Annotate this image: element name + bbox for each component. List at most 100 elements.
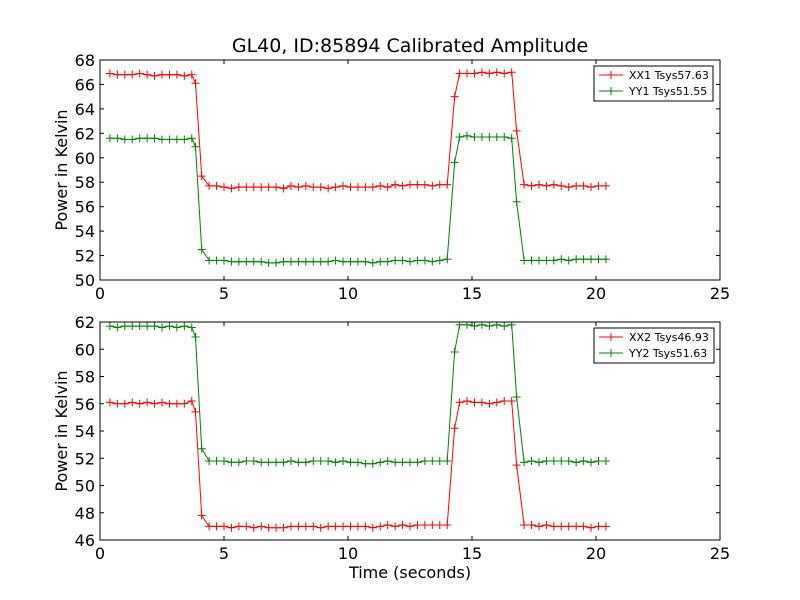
data-point bbox=[212, 456, 221, 465]
data-point bbox=[158, 398, 166, 407]
data-point bbox=[105, 69, 114, 78]
data-point bbox=[242, 183, 251, 192]
legend-marker bbox=[607, 333, 615, 341]
data-point bbox=[485, 133, 494, 141]
data-point bbox=[286, 181, 295, 190]
data-point bbox=[279, 257, 288, 266]
data-point bbox=[587, 458, 596, 467]
data-point bbox=[172, 135, 181, 144]
data-point bbox=[205, 181, 214, 190]
data-point bbox=[187, 323, 196, 332]
data-point bbox=[234, 183, 243, 192]
x-tick-label: 5 bbox=[219, 284, 229, 303]
data-point bbox=[512, 197, 521, 206]
data-point bbox=[413, 256, 422, 265]
data-point bbox=[128, 322, 137, 331]
data-point bbox=[143, 70, 152, 79]
data-point bbox=[120, 322, 129, 331]
data-point bbox=[165, 70, 174, 79]
data-point bbox=[572, 522, 581, 531]
data-point bbox=[492, 398, 501, 407]
data-point bbox=[191, 142, 200, 151]
data-point bbox=[450, 424, 459, 433]
data-point bbox=[227, 184, 236, 193]
data-point bbox=[257, 257, 266, 266]
data-point bbox=[150, 71, 159, 80]
data-point bbox=[331, 256, 340, 265]
legend-label: XX1 Tsys57.63 bbox=[629, 69, 709, 82]
data-point bbox=[205, 522, 214, 531]
legend-label: XX2 Tsys46.93 bbox=[629, 331, 709, 344]
legend: XX1 Tsys57.63 YY1 Tsys51.55 bbox=[593, 65, 714, 102]
data-point bbox=[485, 399, 494, 408]
data-point bbox=[143, 134, 152, 143]
data-point bbox=[339, 456, 348, 465]
data-point bbox=[212, 181, 221, 190]
data-point bbox=[180, 399, 189, 408]
data-point bbox=[309, 257, 318, 266]
data-point bbox=[435, 256, 444, 265]
data-point bbox=[391, 180, 400, 189]
data-point bbox=[594, 522, 603, 531]
data-point bbox=[470, 398, 479, 407]
data-point bbox=[557, 522, 566, 531]
data-point bbox=[316, 456, 325, 465]
data-point bbox=[120, 135, 129, 144]
y-tick-label: 56 bbox=[75, 198, 95, 217]
y-tick-label: 62 bbox=[75, 313, 95, 332]
data-point bbox=[406, 458, 414, 467]
y-tick-label: 66 bbox=[75, 75, 95, 94]
data-point bbox=[165, 135, 174, 144]
data-point bbox=[242, 522, 251, 531]
data-point bbox=[286, 522, 295, 531]
data-point bbox=[220, 522, 228, 531]
data-point bbox=[398, 256, 407, 265]
data-point bbox=[534, 458, 543, 467]
legend-box bbox=[593, 65, 714, 102]
data-point bbox=[353, 183, 362, 192]
data-point bbox=[594, 456, 603, 465]
data-point bbox=[534, 256, 543, 265]
data-point bbox=[272, 458, 281, 467]
y-tick-label: 52 bbox=[75, 449, 95, 468]
data-point bbox=[234, 522, 243, 531]
y-tick-label: 46 bbox=[75, 531, 95, 550]
data-point bbox=[361, 257, 370, 266]
data-point bbox=[346, 522, 355, 531]
legend-marker bbox=[607, 87, 615, 95]
data-point bbox=[413, 180, 422, 189]
data-point bbox=[398, 521, 407, 530]
data-point bbox=[435, 180, 444, 189]
data-point bbox=[191, 407, 200, 416]
data-point bbox=[279, 523, 288, 532]
data-point bbox=[113, 70, 122, 79]
data-point bbox=[391, 458, 400, 467]
data-point bbox=[572, 458, 581, 467]
data-point bbox=[105, 134, 114, 143]
data-point bbox=[205, 456, 214, 465]
y-tick-label: 68 bbox=[75, 51, 95, 70]
data-point bbox=[249, 456, 258, 465]
data-point bbox=[428, 521, 437, 530]
data-point bbox=[406, 257, 414, 266]
data-point bbox=[549, 522, 558, 531]
data-point bbox=[191, 332, 200, 341]
data-point bbox=[212, 256, 221, 265]
data-point bbox=[316, 257, 325, 266]
data-point bbox=[477, 398, 486, 407]
data-point bbox=[500, 397, 509, 406]
x-tick-label: 25 bbox=[710, 544, 730, 563]
data-point bbox=[279, 184, 288, 193]
data-point bbox=[257, 522, 266, 531]
data-point bbox=[294, 522, 303, 531]
data-point bbox=[579, 181, 588, 190]
data-point bbox=[191, 79, 200, 88]
data-point bbox=[272, 183, 281, 192]
data-point bbox=[368, 183, 377, 192]
x-tick-label: 10 bbox=[338, 284, 358, 303]
data-point bbox=[324, 522, 333, 531]
data-point bbox=[316, 183, 325, 192]
data-point bbox=[242, 257, 251, 266]
legend-label: YY2 Tsys51.63 bbox=[628, 347, 707, 360]
data-point bbox=[197, 444, 206, 453]
